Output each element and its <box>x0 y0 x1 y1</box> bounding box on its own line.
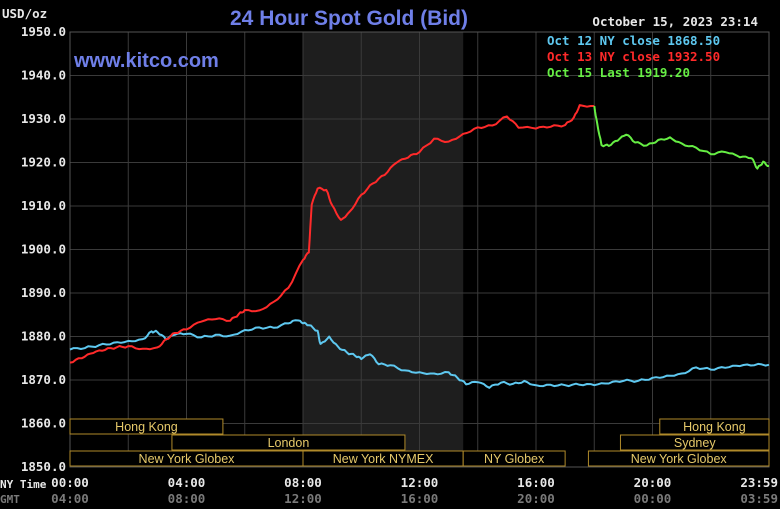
session-label: London <box>268 436 310 450</box>
y-tick-label: 1890.0 <box>21 285 66 300</box>
series-line-2 <box>69 104 595 364</box>
y-tick-label: 1920.0 <box>21 155 66 170</box>
y-tick-label: 1930.0 <box>21 111 66 126</box>
ny-time-label: NY Time <box>0 478 47 491</box>
y-tick-label: 1910.0 <box>21 198 66 213</box>
unit-label: USD/oz <box>2 6 47 21</box>
x-tick-label-ny: 00:00 <box>51 475 89 490</box>
x-tick-label-ny: 08:00 <box>284 475 322 490</box>
y-tick-label: 1950.0 <box>21 24 66 39</box>
y-tick-label: 1870.0 <box>21 372 66 387</box>
session-box <box>659 418 770 435</box>
session-label: New York Globex <box>139 452 236 466</box>
series-line-1 <box>69 319 770 389</box>
legend-item-oct15: Oct 15 Last 1919.20 <box>547 65 690 80</box>
gmt-label: GMT <box>0 493 20 506</box>
session-label: New York Globex <box>631 452 728 466</box>
x-tick-label-ny: 20:00 <box>634 475 672 490</box>
y-tick-label: 1900.0 <box>21 242 66 257</box>
website-label: www.kitco.com <box>73 50 219 72</box>
y-tick-label: 1940.0 <box>21 68 66 83</box>
x-tick-label-gmt: 00:00 <box>634 491 672 506</box>
chart-title: 24 Hour Spot Gold (Bid) <box>230 7 468 30</box>
legend-item-oct13: Oct 13 NY close 1932.50 <box>547 49 720 64</box>
session-label: NY Globex <box>484 452 545 466</box>
x-tick-label-ny: 12:00 <box>401 475 439 490</box>
x-tick-label-ny: 04:00 <box>168 475 206 490</box>
x-axis-ticks: 00:00 04:00 08:00 12:00 16:00 20:00 23:5904:00… <box>51 475 778 506</box>
series-line-3 <box>593 105 769 170</box>
session-box <box>462 450 566 467</box>
legend-item-oct12: Oct 12 NY close 1868.50 <box>547 33 720 48</box>
x-tick-label-gmt: 12:00 <box>284 491 322 506</box>
legend: Oct 12 NY close 1868.50 Oct 13 NY close … <box>547 33 720 80</box>
y-axis-ticks: 1850.0 1860.0 1870.0 1880.0 1890.0 1900.0 1910… <box>21 24 66 474</box>
x-tick-label-gmt: 04:00 <box>51 491 89 506</box>
session-label: Hong Kong <box>115 420 178 434</box>
date-label: October 15, 2023 23:14 <box>592 14 758 29</box>
session-label: Sydney <box>674 436 716 450</box>
session-label: New York NYMEX <box>333 452 434 466</box>
session-box <box>69 418 224 435</box>
x-tick-label-gmt: 16:00 <box>401 491 439 506</box>
x-tick-label-gmt: 08:00 <box>168 491 206 506</box>
grid-lines <box>69 31 770 468</box>
plot-frame <box>69 31 770 468</box>
y-tick-label: 1850.0 <box>21 459 66 474</box>
x-tick-label-ny: 16:00 <box>517 475 555 490</box>
x-tick-label-ny: 23:59 <box>740 475 778 490</box>
x-tick-label-gmt: 03:59 <box>740 491 778 506</box>
session-box <box>587 450 770 467</box>
y-tick-label: 1860.0 <box>21 416 66 431</box>
session-label: Hong Kong <box>683 420 746 434</box>
session-box <box>619 434 770 451</box>
series-lines <box>69 104 770 389</box>
trading-sessions: Hong Kong Hong Kong London Sydney New York G… <box>69 418 770 467</box>
x-tick-label-gmt: 20:00 <box>517 491 555 506</box>
session-box <box>171 434 406 451</box>
y-tick-label: 1880.0 <box>21 329 66 344</box>
